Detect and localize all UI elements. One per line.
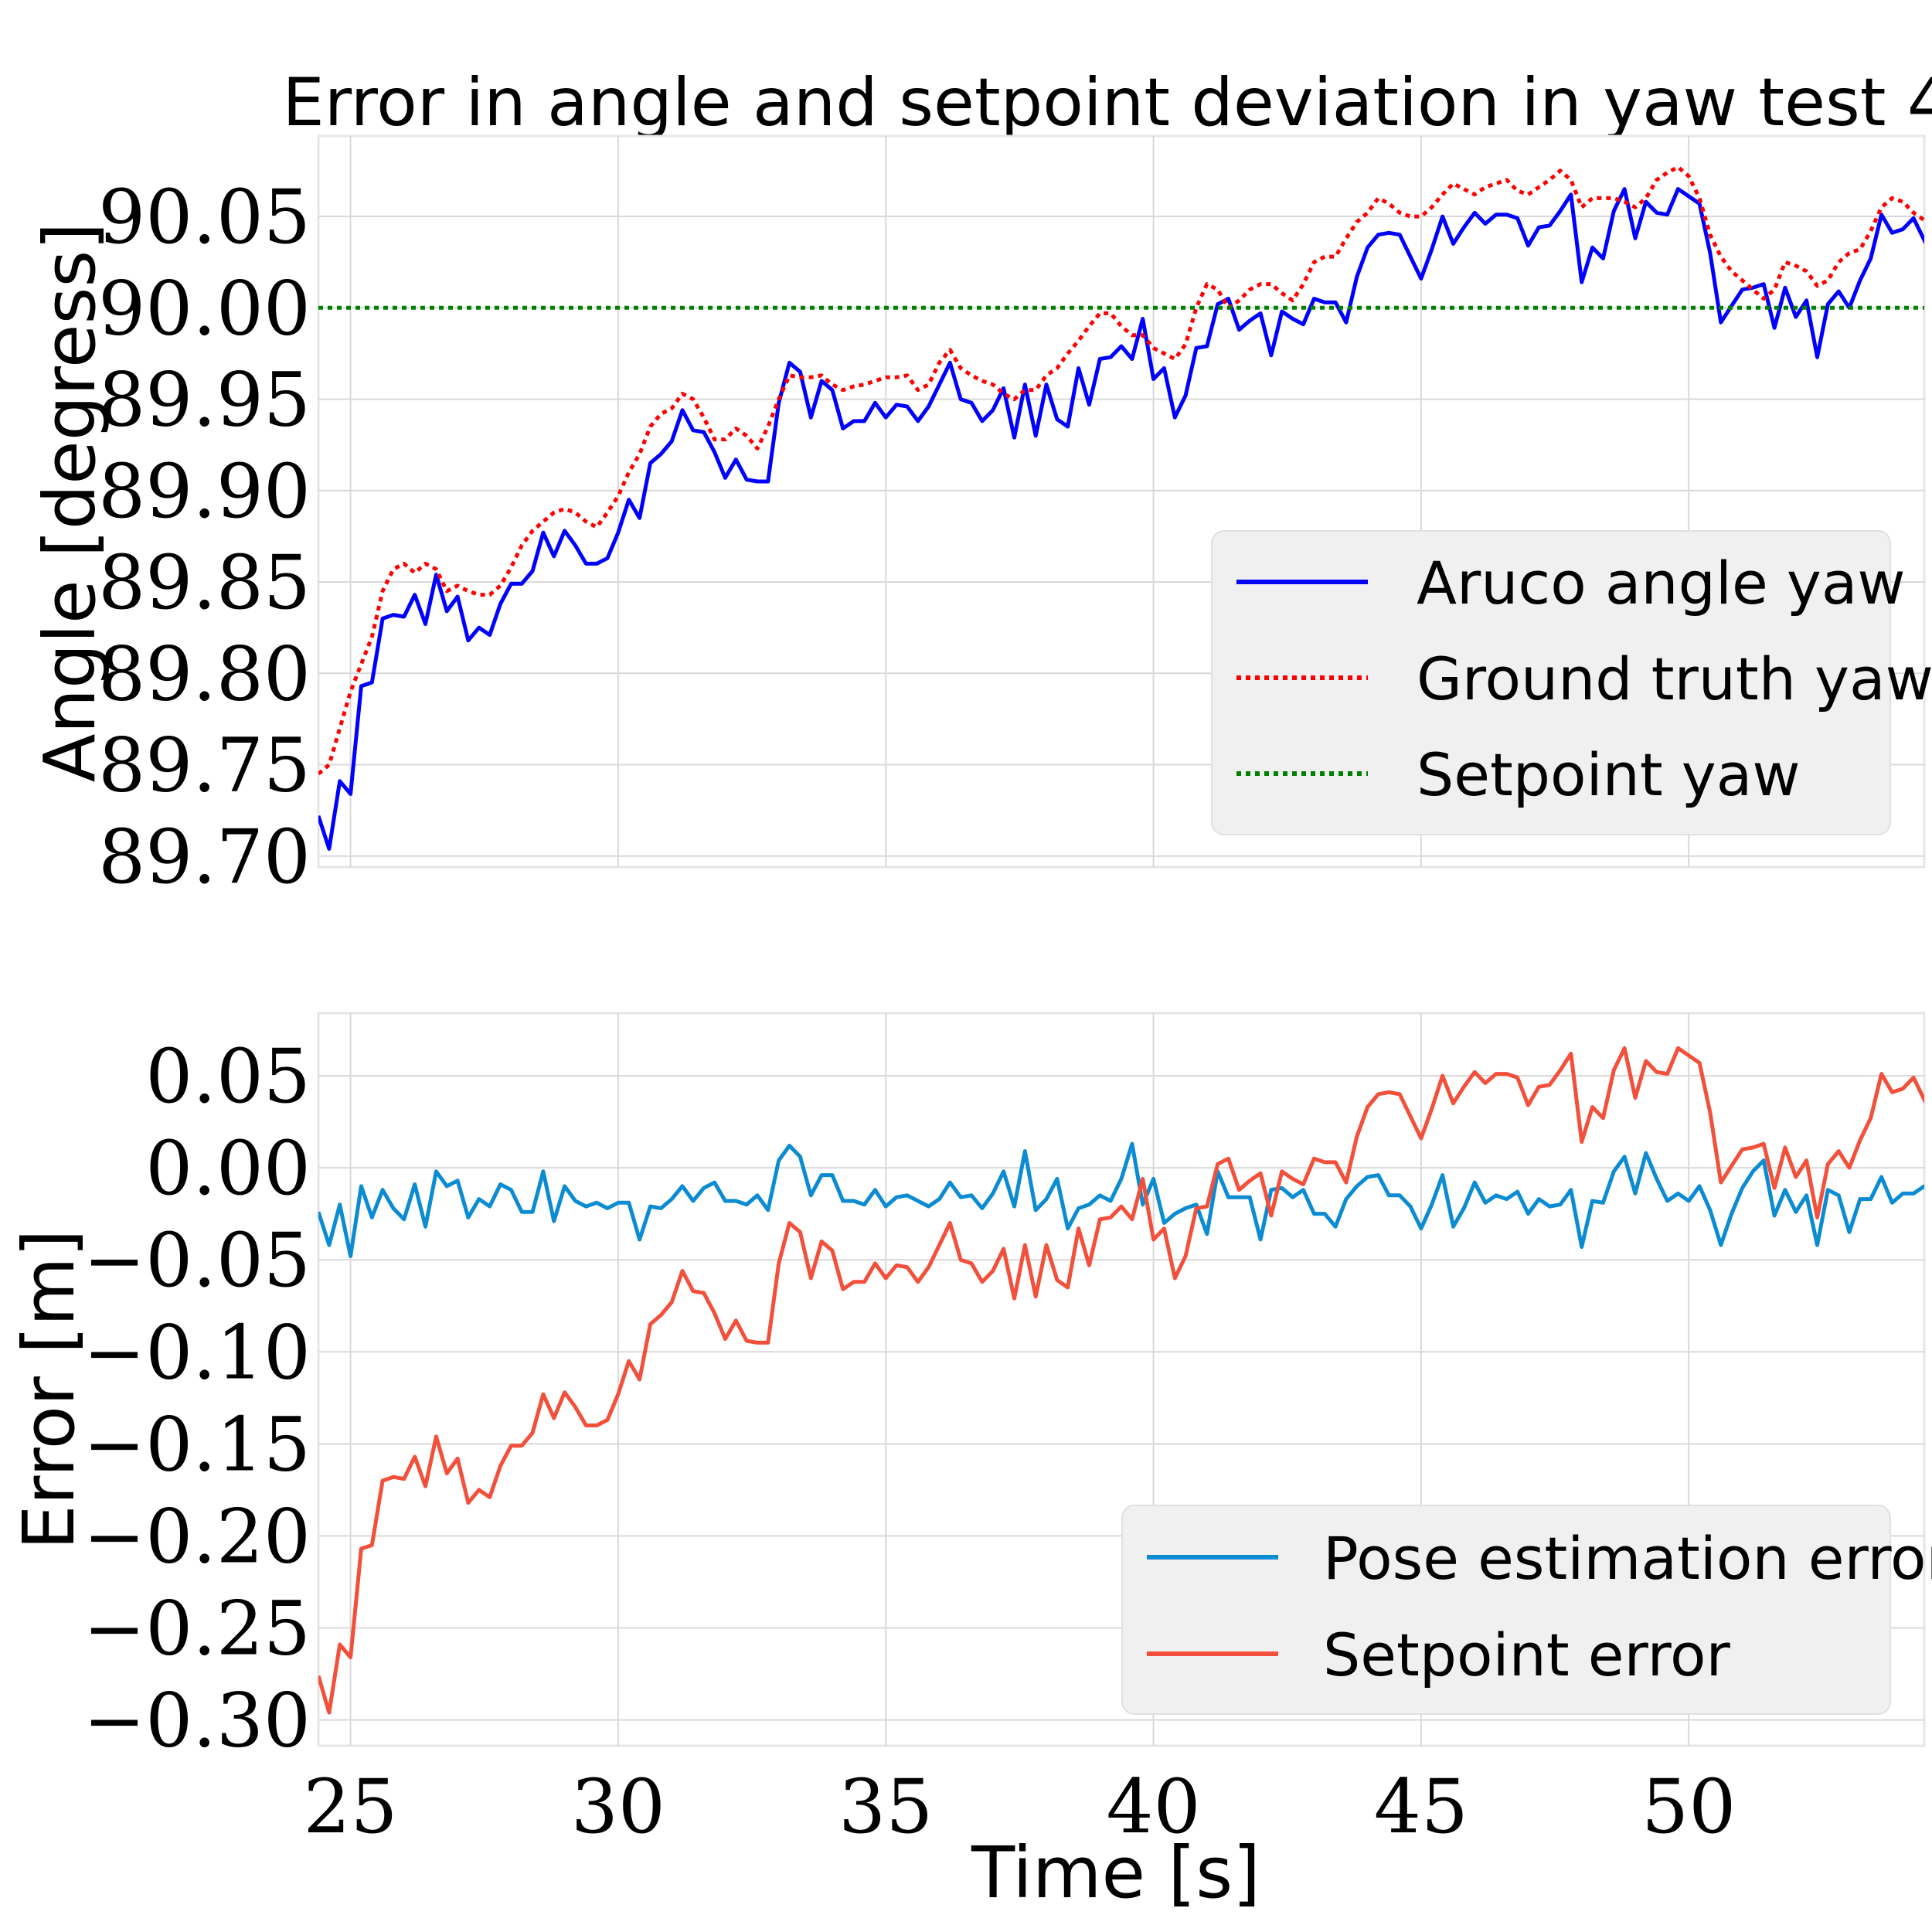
error-series-0 — [318, 1141, 1924, 1258]
error-x-tick-25: 25 — [303, 1764, 397, 1850]
angle-series-0 — [318, 187, 1924, 851]
error-x-ticks: 25 30 35 40 45 50 — [303, 1764, 1736, 1850]
error-x-tick-45: 45 — [1374, 1764, 1468, 1850]
angle-series-1 — [318, 165, 1924, 776]
error-series-1 — [318, 1046, 1924, 1715]
angle-y-axis-label: Angle [degress] — [29, 223, 111, 783]
angle-y-tick-6: 90.00 — [98, 265, 311, 352]
angle-series — [318, 165, 1924, 851]
angle-y-tick-7: 90.05 — [98, 174, 311, 260]
angle-y-tick-3: 89.85 — [98, 539, 311, 626]
angle-y-tick-5: 89.95 — [98, 357, 311, 444]
legend-label-setpoint-error: Setpoint error — [1323, 1621, 1731, 1689]
error-y-tick-1: −0.25 — [83, 1586, 311, 1672]
error-panel: −0.30−0.25−0.20−0.15−0.10−0.050.000.05 2… — [8, 1012, 1932, 1914]
legend-label-aruco: Aruco angle yaw — [1417, 549, 1906, 617]
error-y-tick-3: −0.15 — [83, 1401, 311, 1488]
error-legend: Pose estimation error Setpoint error — [1121, 1505, 1932, 1715]
error-y-tick-7: 0.05 — [145, 1033, 311, 1120]
angle-y-tick-2: 89.80 — [98, 631, 311, 717]
error-x-tick-30: 30 — [571, 1764, 665, 1850]
error-y-tick-6: 0.00 — [145, 1125, 311, 1212]
error-legend-box — [1121, 1505, 1891, 1715]
angle-legend: Aruco angle yaw Ground truth yaw Setpoin… — [1211, 530, 1932, 835]
angle-y-tick-4: 89.90 — [98, 448, 311, 535]
error-y-axis-label: Error [m] — [8, 1230, 90, 1550]
error-y-tick-5: −0.05 — [83, 1217, 311, 1304]
error-y-tick-0: −0.30 — [83, 1678, 311, 1764]
error-x-tick-40: 40 — [1106, 1764, 1200, 1850]
figure-title: Error in angle and setpoint deviation in… — [282, 64, 1932, 141]
error-y-tick-4: −0.10 — [83, 1309, 311, 1396]
legend-label-setpoint: Setpoint yaw — [1417, 740, 1801, 809]
angle-legend-box — [1211, 530, 1891, 835]
error-y-ticks: −0.30−0.25−0.20−0.15−0.10−0.050.000.05 — [83, 1033, 311, 1764]
legend-label-ground-truth: Ground truth yaw — [1417, 645, 1932, 713]
error-x-tick-50: 50 — [1641, 1764, 1736, 1850]
angle-panel: 89.7089.7589.8089.8589.9089.9590.0090.05… — [29, 134, 1932, 900]
angle-y-tick-1: 89.75 — [98, 723, 311, 809]
error-series — [318, 1046, 1924, 1715]
angle-y-tick-0: 89.70 — [98, 814, 311, 900]
error-x-tick-35: 35 — [838, 1764, 933, 1850]
x-axis-label: Time [s] — [971, 1832, 1260, 1914]
error-y-tick-2: −0.20 — [83, 1493, 311, 1580]
legend-label-pose-error: Pose estimation error — [1323, 1524, 1932, 1593]
